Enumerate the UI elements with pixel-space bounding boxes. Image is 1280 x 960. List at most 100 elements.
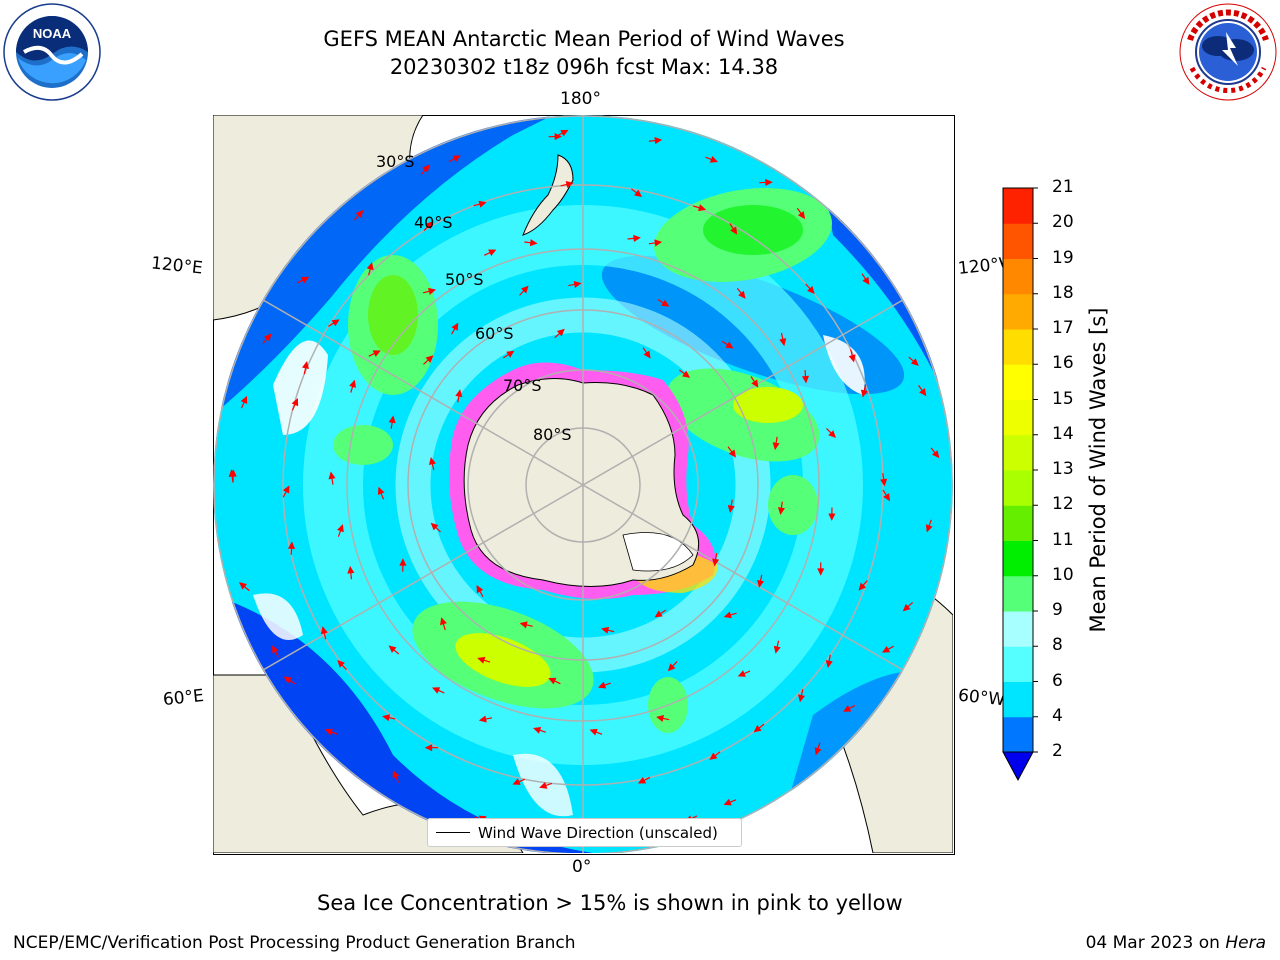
colorbar-tick-label: 16 bbox=[1052, 353, 1074, 374]
wind-wave-arrowhead bbox=[730, 226, 738, 235]
wind-wave-arrowhead bbox=[355, 210, 364, 218]
wind-wave-arrowhead bbox=[377, 486, 385, 496]
wind-wave-arrowhead bbox=[825, 660, 833, 669]
colorbar-segment bbox=[1003, 646, 1033, 682]
wind-wave-arrowhead bbox=[478, 200, 487, 208]
colorbar-tick-label: 12 bbox=[1052, 494, 1074, 515]
lat-label-80s: 80°S bbox=[533, 425, 572, 444]
land-new-zealand bbox=[522, 154, 574, 236]
noaa-logo: NOAA bbox=[3, 3, 101, 101]
wind-wave-arrowhead bbox=[860, 389, 868, 398]
wind-wave-arrowhead bbox=[388, 415, 396, 424]
wind-wave-arrowhead bbox=[430, 522, 439, 531]
wind-wave-arrowhead bbox=[779, 338, 787, 347]
wind-wave-arrowhead bbox=[880, 478, 888, 487]
wind-wave-arrowhead bbox=[240, 395, 248, 405]
wind-wave-arrowhead bbox=[723, 798, 732, 806]
colorbar-segment bbox=[1003, 716, 1033, 753]
wind-wave-arrowhead bbox=[428, 287, 437, 295]
colorbar-tick-label: 14 bbox=[1052, 423, 1074, 444]
wind-wave-arrowhead bbox=[925, 524, 933, 533]
wind-wave-arrowhead bbox=[512, 778, 521, 785]
chart-title: GEFS MEAN Antarctic Mean Period of Wind … bbox=[323, 27, 845, 51]
colorbar-segment bbox=[1003, 293, 1033, 330]
colorbar-tick-label: 4 bbox=[1052, 705, 1063, 726]
colorbar-segment bbox=[1003, 681, 1033, 718]
wind-wave-arrowhead bbox=[807, 286, 815, 294]
wind-wave-arrowhead bbox=[757, 579, 765, 588]
wind-wave-arrowhead bbox=[637, 776, 647, 784]
wind-wave-arrowhead bbox=[698, 204, 707, 212]
lat-label-40s: 40°S bbox=[414, 213, 453, 232]
wind-wave-arrowhead bbox=[424, 744, 433, 752]
colorbar-tick-label: 11 bbox=[1052, 529, 1074, 550]
wind-wave-arrowhead bbox=[337, 524, 344, 533]
wind-wave-arrowhead bbox=[506, 350, 515, 358]
wind-wave-arrowhead bbox=[488, 249, 497, 256]
colorbar-tick-label: 20 bbox=[1052, 212, 1074, 233]
wind-wave-arrowhead bbox=[797, 211, 806, 220]
wind-wave-arrowhead bbox=[753, 725, 762, 733]
colorbar-segment bbox=[1003, 434, 1033, 471]
wind-wave-arrowhead bbox=[765, 178, 773, 187]
wind-wave-arrowhead bbox=[709, 752, 718, 760]
wind-wave-arrowhead bbox=[529, 239, 538, 247]
wind-wave-arrowhead bbox=[347, 565, 355, 574]
wind-wave-arrowhead bbox=[287, 541, 296, 549]
wind-wave-arrowhead bbox=[931, 450, 940, 459]
colorbar-segment bbox=[1003, 364, 1033, 400]
wind-wave-arrowhead bbox=[337, 659, 345, 668]
wind-wave-arrowhead bbox=[455, 389, 463, 398]
wind-wave-arrowhead bbox=[440, 617, 447, 626]
wind-wave-arrowhead bbox=[727, 504, 735, 513]
colorbar-extend-triangle bbox=[1002, 751, 1034, 782]
wind-wave-arrowhead bbox=[372, 350, 381, 357]
colorbar-tick-label: 13 bbox=[1052, 459, 1074, 479]
wind-wave-arrowhead bbox=[282, 485, 290, 494]
wind-wave-arrowhead bbox=[654, 137, 663, 145]
wind-wave-arrowhead bbox=[573, 280, 582, 288]
colorbar-label: Mean Period of Wind Waves [s] bbox=[1086, 307, 1110, 633]
footer-date: 04 Mar 2023 on Hera bbox=[1086, 933, 1266, 953]
legend-label: Wind Wave Direction (unscaled) bbox=[478, 823, 718, 842]
wind-wave-arrowhead bbox=[300, 276, 310, 284]
wind-wave-arrowhead bbox=[264, 333, 272, 342]
wind-wave-arrowhead bbox=[661, 299, 670, 307]
chart-subtitle: 20230302 t18z 096h fcst Max: 14.38 bbox=[389, 55, 779, 79]
wind-wave-arrowhead bbox=[565, 181, 574, 188]
wind-wave-arrowhead bbox=[902, 603, 911, 612]
wind-wave-arrowhead bbox=[654, 610, 663, 618]
wind-wave-arrowhead bbox=[560, 129, 569, 137]
wind-wave-arrowhead bbox=[634, 189, 643, 198]
wind-wave-arrowhead bbox=[848, 354, 856, 363]
nws-logo bbox=[1179, 3, 1277, 101]
lon-label-0: 0° bbox=[572, 857, 592, 877]
wind-wave-arrowhead bbox=[862, 276, 870, 285]
colorbar-segment bbox=[1003, 399, 1033, 436]
wind-wave-arrowhead bbox=[520, 285, 529, 294]
wind-wave-arrowhead bbox=[883, 493, 891, 502]
colorbar-segment bbox=[1003, 540, 1033, 577]
wind-wave-arrowhead bbox=[324, 728, 333, 736]
wind-wave-arrowhead bbox=[331, 319, 340, 327]
wind-wave-arrowhead bbox=[320, 626, 328, 635]
wind-wave-arrowhead bbox=[548, 677, 557, 685]
wind-wave-arrowhead bbox=[291, 398, 299, 407]
wind-wave-arrowhead bbox=[452, 155, 461, 163]
wind-wave-arrowhead bbox=[910, 358, 919, 366]
colorbar-segment bbox=[1003, 470, 1033, 506]
colorbar-segment bbox=[1003, 505, 1033, 541]
colorbar-segment bbox=[1003, 329, 1033, 365]
wind-wave-arrowhead bbox=[656, 714, 665, 722]
lat-label-70s: 70°S bbox=[503, 376, 542, 395]
lon-label-180: 180° bbox=[560, 89, 601, 109]
colorbar-tick-label: 17 bbox=[1052, 318, 1074, 338]
wind-wave-arrowhead bbox=[519, 621, 528, 629]
wind-wave-arrowhead bbox=[682, 370, 691, 378]
wind-wave-arrowhead bbox=[228, 469, 236, 478]
wind-wave-arrowhead bbox=[667, 663, 676, 672]
wind-wave-arrowhead bbox=[751, 379, 759, 388]
wind-wave-arrowhead bbox=[777, 507, 785, 515]
colorbar-tick-label: 9 bbox=[1052, 600, 1063, 620]
wind-wave-arrowhead bbox=[239, 582, 247, 590]
